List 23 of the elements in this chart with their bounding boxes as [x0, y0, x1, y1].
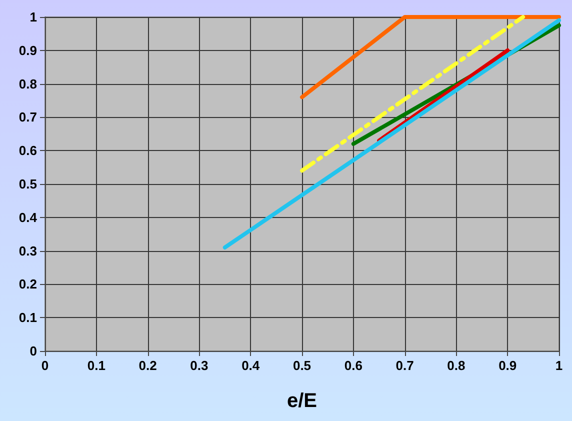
- y-tick-label: 0.3: [18, 243, 37, 258]
- x-tick-label: 0.6: [344, 358, 362, 373]
- x-tick-label: 0.3: [190, 358, 208, 373]
- x-tick-label: 0.8: [447, 358, 466, 373]
- y-tick-label: 0: [30, 344, 37, 358]
- x-tick-label: 0.1: [87, 358, 106, 373]
- y-tick-label: 1: [30, 10, 37, 24]
- x-tick-label: 0.4: [242, 358, 260, 373]
- y-tick-label: 0.6: [18, 143, 37, 158]
- x-tick-label: 0.2: [138, 358, 157, 373]
- x-tick-label: 0.7: [396, 358, 414, 373]
- x-tick-label: 1: [555, 358, 563, 373]
- x-axis-title: e/E: [286, 390, 318, 412]
- y-tick-label: 0.2: [18, 276, 37, 292]
- x-tick-label: 0.9: [498, 358, 517, 373]
- y-tick-label: 0.5: [18, 176, 37, 192]
- y-tick-label: 0.9: [18, 42, 37, 58]
- x-tick-label: 0: [41, 358, 49, 373]
- x-tick-label: 0.5: [292, 358, 312, 373]
- y-tick-label: 0.4: [18, 210, 38, 225]
- y-tick-label: 0.7: [18, 110, 37, 125]
- y-tick-label: 0.1: [18, 310, 37, 326]
- y-tick-label: 0.8: [18, 76, 37, 92]
